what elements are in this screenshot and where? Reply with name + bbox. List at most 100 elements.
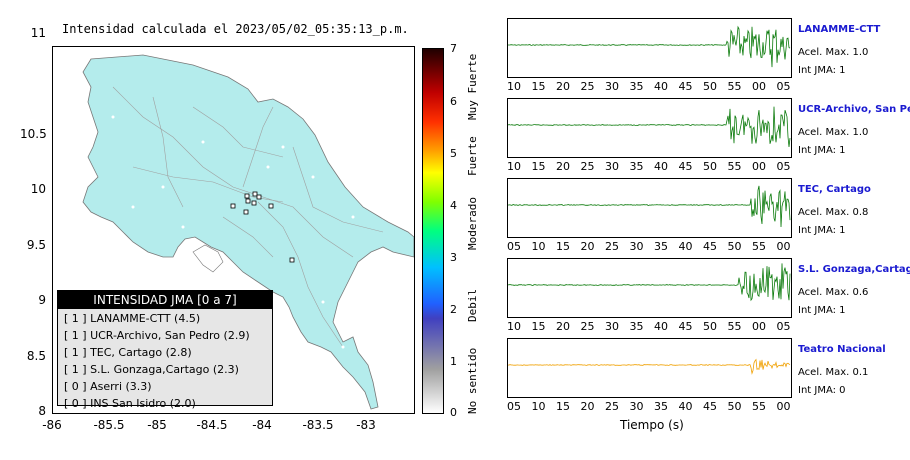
map-title: Intensidad calculada el 2023/05/02_05:35… xyxy=(62,22,409,36)
colorbar-tick: 7 xyxy=(450,42,457,55)
time-tick: 25 xyxy=(580,160,595,173)
time-tick: 40 xyxy=(654,320,668,333)
time-tick: 30 xyxy=(605,160,619,173)
waveform-trace xyxy=(508,106,791,147)
waveform-svg xyxy=(508,106,791,147)
waveform-svg xyxy=(508,185,791,228)
station-intensity: Int JMA: 1 xyxy=(798,305,846,316)
time-tick: 45 xyxy=(703,400,717,413)
time-tick: 20 xyxy=(556,80,570,93)
time-tick: 35 xyxy=(629,80,644,93)
time-tick: 55 xyxy=(752,240,766,253)
time-tick: 45 xyxy=(678,320,693,333)
time-tick: 05 xyxy=(776,160,791,173)
waveform-svg xyxy=(508,25,791,68)
waveform-time-ticks: 05 10 15 20 25 30 35 40 45 50 55 00 xyxy=(502,400,802,414)
time-tick: 00 xyxy=(776,400,791,413)
map-xtick: -83.5 xyxy=(302,418,334,432)
time-tick: 15 xyxy=(531,80,546,93)
colorbar-label-no-sentido: No sentido xyxy=(466,347,479,414)
time-tick: 05 xyxy=(776,80,791,93)
waveform-time-ticks: 10 15 20 25 30 35 40 45 50 55 00 05 xyxy=(502,80,802,94)
station-intensity: Int JMA: 1 xyxy=(798,225,846,236)
time-tick: 05 xyxy=(507,240,521,253)
time-tick: 45 xyxy=(703,240,717,253)
waveform-panel[interactable] xyxy=(507,338,792,398)
map-ytick: 9.5 xyxy=(26,238,46,252)
time-tick: 00 xyxy=(752,80,766,93)
station-markers xyxy=(230,191,295,263)
reference-dots xyxy=(111,115,375,369)
time-axis-label: Tiempo (s) xyxy=(620,418,684,432)
time-tick: 50 xyxy=(703,320,717,333)
time-tick: 00 xyxy=(752,320,766,333)
time-tick: 05 xyxy=(507,400,521,413)
legend-item: [ 1 ] LANAMME-CTT (4.5) xyxy=(64,312,201,325)
time-tick: 10 xyxy=(531,400,546,413)
waveform-panel[interactable] xyxy=(507,18,792,78)
time-tick: 50 xyxy=(727,240,742,253)
time-tick: 45 xyxy=(678,160,693,173)
colorbar-tick: 1 xyxy=(450,355,457,368)
waveform-time-ticks: 05 10 15 20 25 30 35 40 45 50 55 00 xyxy=(502,240,802,254)
legend-item: [ 1 ] UCR-Archivo, San Pedro (2.9) xyxy=(64,329,250,342)
station-name: LANAMME-CTT xyxy=(798,24,881,35)
colorbar-tick: 4 xyxy=(450,199,457,212)
map-xtick: -84 xyxy=(252,418,272,432)
colorbar-tick: 2 xyxy=(450,303,457,316)
waveform-time-ticks: 10 15 20 25 30 35 40 45 50 55 00 05 xyxy=(502,160,802,174)
colorbar-label-fuerte: Fuerte xyxy=(466,136,479,176)
time-tick: 55 xyxy=(727,80,742,93)
colorbar-tick: 3 xyxy=(450,251,457,264)
map-ytick: 8.5 xyxy=(26,349,46,363)
time-tick: 30 xyxy=(629,400,644,413)
waveform-trace xyxy=(508,263,791,302)
time-tick: 40 xyxy=(678,240,693,253)
time-tick: 10 xyxy=(507,160,521,173)
time-tick: 05 xyxy=(776,320,791,333)
waveform-trace xyxy=(508,25,791,68)
colorbar-label-debil: Debil xyxy=(466,288,479,322)
time-tick: 20 xyxy=(556,160,570,173)
intensity-colorbar xyxy=(422,48,444,414)
time-tick: 55 xyxy=(727,320,742,333)
waveform-panel[interactable] xyxy=(507,258,792,318)
station-name: UCR-Archivo, San Pedro xyxy=(798,104,910,115)
time-tick: 35 xyxy=(629,160,644,173)
time-tick: 55 xyxy=(727,160,742,173)
time-tick: 35 xyxy=(654,240,668,253)
time-tick: 20 xyxy=(580,240,595,253)
map-ytick: 10.5 xyxy=(20,127,47,141)
time-tick: 20 xyxy=(556,320,570,333)
time-tick: 10 xyxy=(507,320,521,333)
colorbar-label-muy-fuerte: Muy Fuerte xyxy=(466,53,479,120)
waveform-panel[interactable] xyxy=(507,98,792,158)
time-tick: 00 xyxy=(752,160,766,173)
time-tick: 10 xyxy=(531,240,546,253)
waveform-trace xyxy=(508,185,791,228)
waveform-panel[interactable] xyxy=(507,178,792,238)
legend-item: [ 0 ] Aserri (3.3) xyxy=(64,380,152,393)
time-tick: 25 xyxy=(580,80,595,93)
time-tick: 15 xyxy=(556,400,570,413)
map-ytick: 9 xyxy=(38,293,46,307)
time-tick: 40 xyxy=(678,400,693,413)
time-tick: 25 xyxy=(580,320,595,333)
colorbar-tick: 5 xyxy=(450,147,457,160)
colorbar-tick: 0 xyxy=(450,406,457,419)
map-ytick: 10 xyxy=(30,182,46,196)
time-tick: 25 xyxy=(605,240,619,253)
map-xtick: -85.5 xyxy=(93,418,125,432)
intensity-legend: INTENSIDAD JMA [0 a 7] [ 1 ] LANAMME-CTT… xyxy=(57,290,273,410)
station-name: S.L. Gonzaga,Cartago xyxy=(798,264,910,275)
time-tick: 45 xyxy=(678,80,693,93)
time-tick: 55 xyxy=(752,400,766,413)
time-tick: 20 xyxy=(580,400,595,413)
waveform-trace xyxy=(508,358,791,375)
time-tick: 10 xyxy=(507,80,521,93)
map-ytick: 8 xyxy=(38,404,46,418)
legend-title: INTENSIDAD JMA [0 a 7] xyxy=(58,291,272,309)
station-accel: Acel. Max. 1.0 xyxy=(798,47,869,58)
map-xtick: -83 xyxy=(356,418,376,432)
time-tick: 35 xyxy=(654,400,668,413)
